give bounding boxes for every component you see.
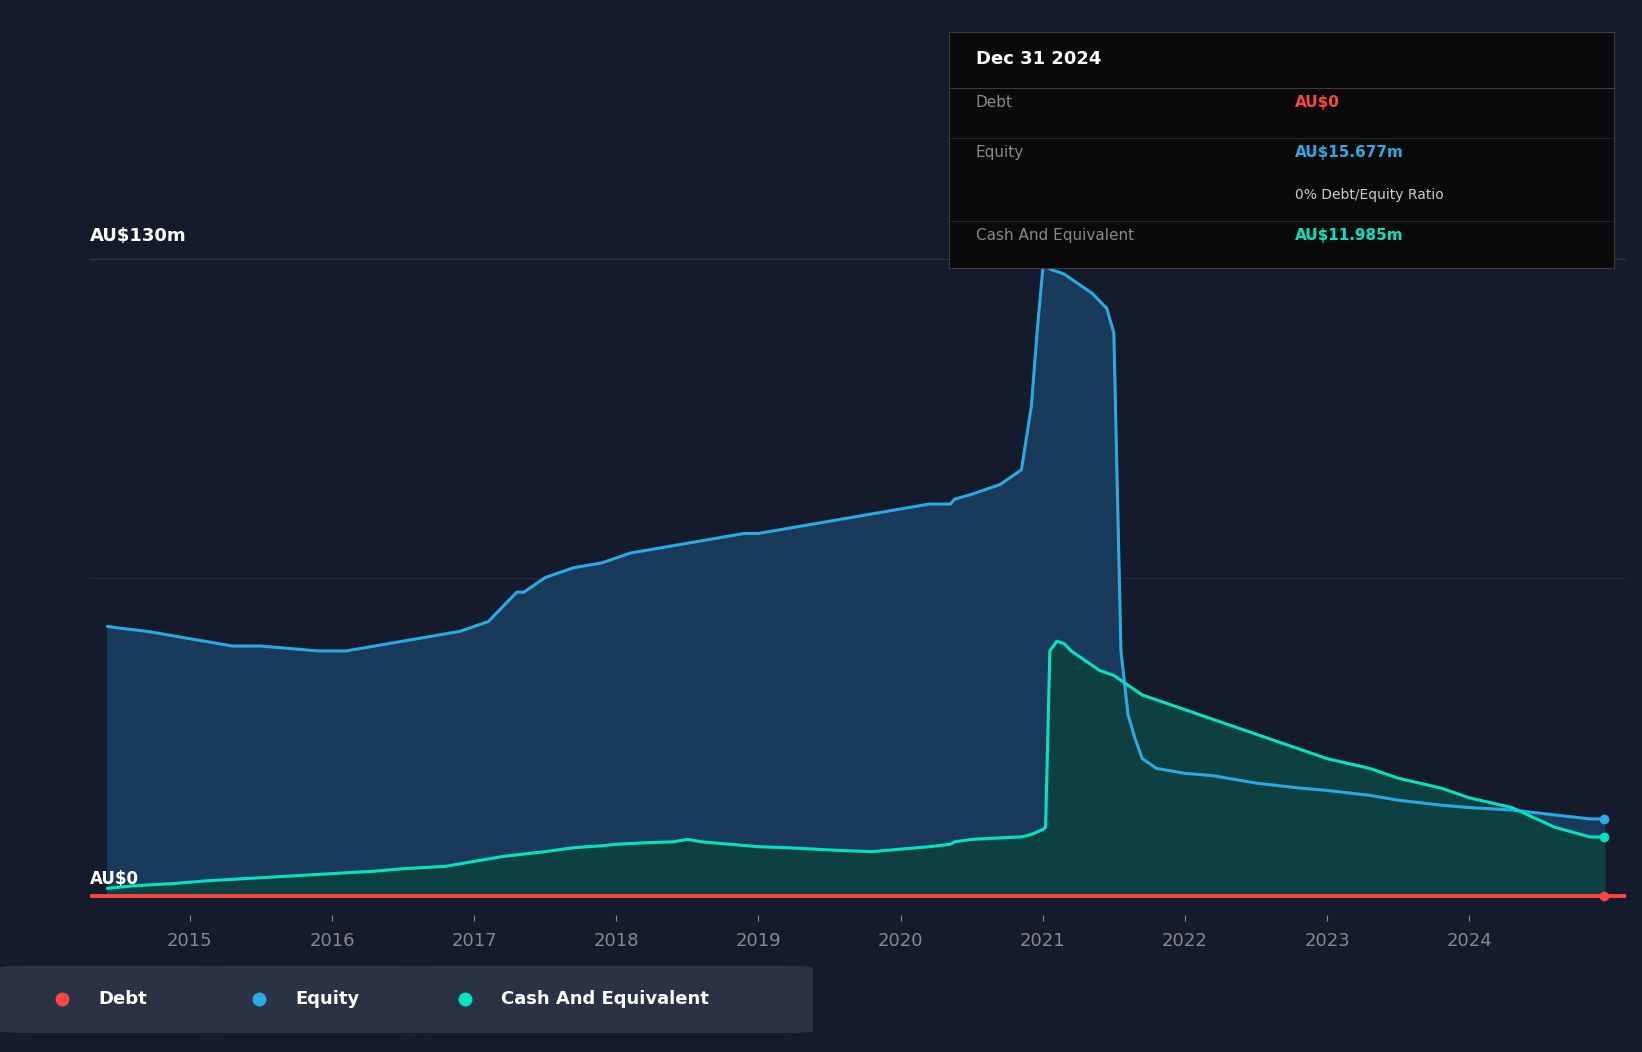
Text: Cash And Equivalent: Cash And Equivalent: [501, 990, 709, 1009]
Text: Cash And Equivalent: Cash And Equivalent: [975, 228, 1135, 243]
Text: Equity: Equity: [975, 145, 1025, 160]
Text: AU$130m: AU$130m: [90, 226, 187, 245]
Text: Debt: Debt: [99, 990, 148, 1009]
FancyBboxPatch shape: [197, 966, 427, 1033]
Text: AU$0: AU$0: [90, 870, 140, 888]
Text: AU$11.985m: AU$11.985m: [1296, 228, 1404, 243]
Text: AU$0: AU$0: [1296, 96, 1340, 110]
FancyBboxPatch shape: [402, 966, 813, 1033]
Text: Debt: Debt: [975, 96, 1013, 110]
Text: Equity: Equity: [296, 990, 360, 1009]
Text: Dec 31 2024: Dec 31 2024: [975, 50, 1102, 68]
Text: 0% Debt/Equity Ratio: 0% Debt/Equity Ratio: [1296, 187, 1443, 202]
FancyBboxPatch shape: [0, 966, 230, 1033]
Text: AU$15.677m: AU$15.677m: [1296, 145, 1404, 160]
